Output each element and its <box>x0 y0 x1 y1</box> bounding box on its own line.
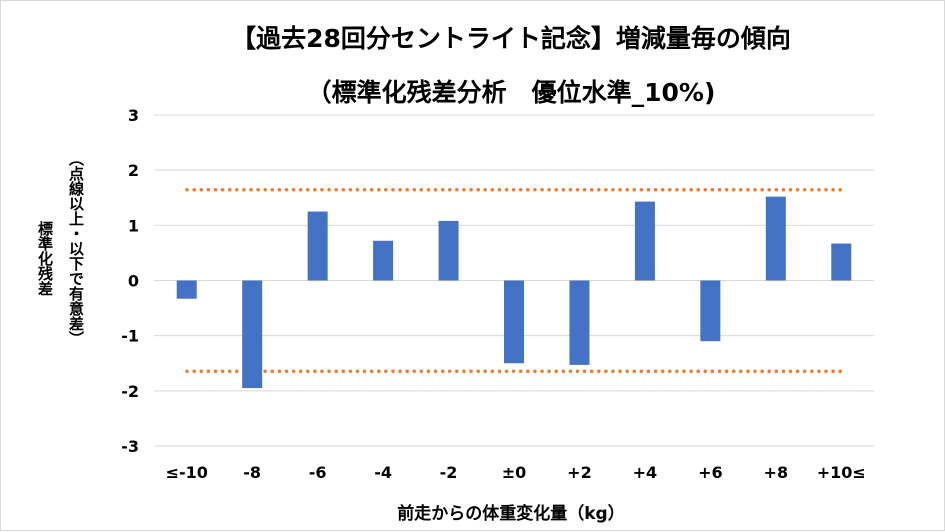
bar <box>176 280 197 299</box>
x-tick-label: ±0 <box>502 463 527 482</box>
y-axis-label-main: 標準化残差 <box>36 221 54 296</box>
y-tick-label: -1 <box>121 327 139 346</box>
bar <box>831 243 852 281</box>
y-tick-label: 3 <box>128 106 139 125</box>
x-tick-label: ≤-10 <box>166 463 208 482</box>
bar <box>765 196 786 281</box>
x-tick-label: +2 <box>567 463 592 482</box>
y-axis-label-sub: （点線以上・以下で有意差） <box>67 151 85 346</box>
x-tick-label: -8 <box>243 463 261 482</box>
bar <box>373 240 394 281</box>
bar <box>307 211 328 281</box>
chart-subtitle: （標準化残差分析 優位水準_10%) <box>306 78 716 107</box>
x-tick-label: -2 <box>440 463 458 482</box>
x-tick-label: +6 <box>698 463 723 482</box>
chart-title: 【過去28回分セントライト記念】増減量毎の傾向 <box>231 24 791 53</box>
bar <box>242 280 263 389</box>
y-tick-label: 1 <box>128 216 139 235</box>
x-tick-label: +8 <box>764 463 789 482</box>
x-axis-label: 前走からの体重変化量（kg） <box>397 504 625 524</box>
y-tick-label: -3 <box>121 437 139 456</box>
y-tick-label: 0 <box>128 272 139 291</box>
bar <box>569 280 590 365</box>
x-tick-label: -6 <box>309 463 327 482</box>
x-tick-label: +4 <box>633 463 658 482</box>
y-tick-label: -2 <box>121 382 139 401</box>
bar <box>504 280 524 364</box>
y-axis-label: （点線以上・以下で有意差） 標準化残差 <box>35 151 87 411</box>
bar <box>634 201 655 281</box>
bar <box>438 220 459 281</box>
y-tick-label: 2 <box>128 161 139 180</box>
x-tick-label: -4 <box>374 463 392 482</box>
x-tick-label: +10≤ <box>817 463 866 482</box>
bar <box>700 280 721 342</box>
